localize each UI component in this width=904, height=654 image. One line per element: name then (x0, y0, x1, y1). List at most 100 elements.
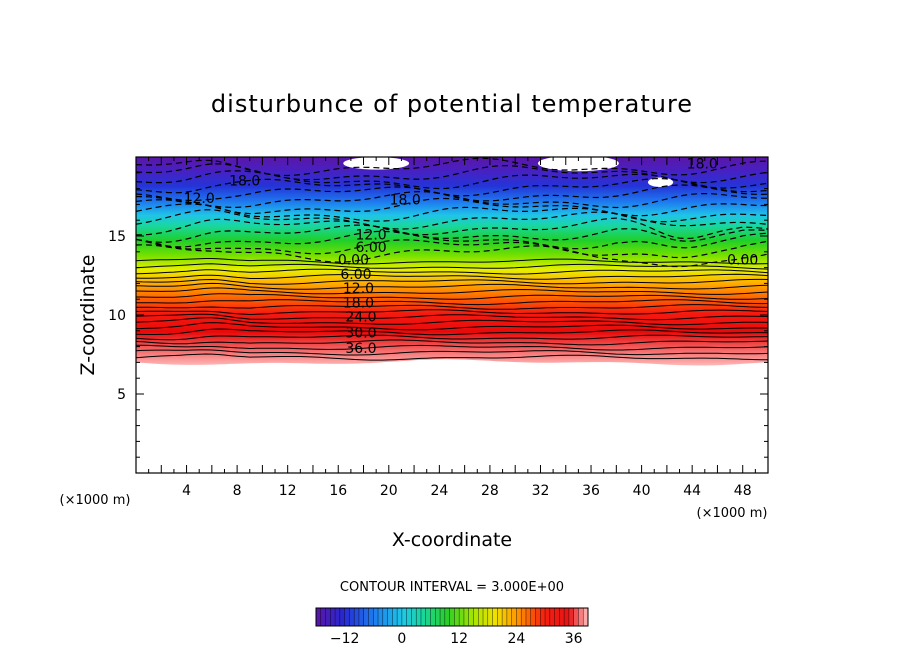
colorbar-bin (363, 608, 369, 626)
x-origin-unit-label: (×1000 m) (60, 493, 131, 508)
colorbar-bin (378, 608, 384, 626)
contour-label: 0.00 (727, 253, 758, 269)
colorbar-bin (339, 608, 345, 626)
positive-contour-line (136, 263, 768, 270)
positive-contour-line (136, 334, 768, 341)
positive-contour-line (136, 322, 768, 331)
contour-labels: 36.030.024.018.012.06.000.006.0012.00.00… (184, 156, 759, 357)
negative-contour-line (136, 163, 768, 184)
positive-contour-line (136, 317, 768, 326)
x-tick-label: 4 (182, 483, 191, 499)
colorbar-bin (316, 608, 322, 626)
colorbar-bin (502, 608, 508, 626)
positive-contour-line (136, 273, 768, 280)
positive-contour-line (136, 268, 768, 275)
positive-contour-line (136, 313, 768, 321)
colorbar-bin (459, 608, 465, 626)
positive-contour-line (136, 328, 768, 336)
negative-contour-line (136, 209, 768, 230)
x-tick-label: 20 (380, 483, 398, 499)
x-tick-label: 48 (734, 483, 752, 499)
white-patch (647, 177, 674, 188)
positive-contour-line (136, 339, 768, 346)
colorbar-bin (387, 608, 393, 626)
colorbar-frame (315, 607, 589, 627)
colorbar-bin (521, 608, 527, 626)
contour-lines (136, 157, 768, 361)
colorbar-bin (516, 608, 522, 626)
contour-label: 12.0 (343, 281, 374, 297)
chart-title: disturbunce of potential temperature (211, 90, 693, 118)
positive-contour-line (136, 293, 768, 300)
colorbar-tick-label: −12 (330, 631, 360, 647)
x-tick-label: 36 (582, 483, 600, 499)
negative-contour-line (136, 184, 768, 202)
colorbar-bin (497, 608, 503, 626)
x-tick-label: 12 (279, 483, 297, 499)
negative-contour-line (136, 244, 768, 268)
colorbar-tick-label: 0 (397, 631, 406, 647)
colorbar-bin (454, 608, 460, 626)
y-tick-label: 10 (108, 308, 126, 324)
colorbar-bin (535, 608, 541, 626)
colorbar-bin (325, 608, 331, 626)
colorbar-tick-label: 12 (450, 631, 468, 647)
y-axis-ticks: 5 10 15 (108, 172, 768, 458)
colorbar-bin (540, 608, 546, 626)
contour-label: 36.0 (345, 341, 376, 357)
colorbar-bin (330, 608, 336, 626)
contour-label: 30.0 (345, 325, 376, 341)
contour-interval-text: CONTOUR INTERVAL = 3.000E+00 (340, 580, 564, 595)
colorbar-bin (564, 608, 570, 626)
colorbar-bin (554, 608, 560, 626)
colorbar-bin (578, 608, 584, 626)
contour-label: 18.0 (343, 295, 374, 311)
colorbar-bin (397, 608, 403, 626)
colorbar-bin (468, 608, 474, 626)
colorbar-bin (335, 608, 341, 626)
negative-contour-line (136, 224, 768, 243)
colorbar-bin (435, 608, 441, 626)
colorbar-bin (559, 608, 565, 626)
colorbar-bin (549, 608, 555, 626)
plot-area: 36.030.024.018.012.06.000.006.0012.00.00… (136, 156, 768, 366)
x-tick-label: 24 (430, 483, 448, 499)
x-tick-label: 16 (329, 483, 347, 499)
positive-contour-line (136, 353, 768, 361)
colorbar-bin (401, 608, 407, 626)
contour-label: 12.0 (184, 191, 215, 207)
colorbar-bin (430, 608, 436, 626)
colorbar-bin (449, 608, 455, 626)
colorbar-bin (525, 608, 532, 626)
y-axis-title: Z-coordinate (77, 255, 99, 376)
positive-contour-line (136, 258, 768, 265)
colorbar-bin (573, 608, 579, 626)
white-patch (343, 157, 410, 170)
negative-contour-line (136, 197, 768, 217)
x-axis-title: X-coordinate (392, 529, 512, 551)
positive-contour-line (136, 309, 768, 316)
colorbar-tick-label: 36 (565, 631, 583, 647)
contour-label: 12.0 (356, 227, 387, 243)
contour-label: 18.0 (390, 193, 421, 209)
colorbar-bin (478, 608, 484, 626)
y-tick-label: 15 (108, 229, 126, 245)
contour-label: 24.0 (345, 310, 376, 326)
negative-contour-line (136, 190, 768, 209)
colorbar-bin (425, 608, 431, 626)
x-tick-label: 40 (633, 483, 651, 499)
positive-contour-line (136, 278, 768, 285)
colorbar-tick-labels: −12 0 12 24 36 (330, 631, 583, 647)
positive-contour-line (136, 304, 768, 310)
colorbar-bin (530, 608, 536, 626)
colorbar-bin (416, 608, 422, 626)
contour-label: 18.0 (687, 156, 718, 172)
x-tick-label: 28 (481, 483, 499, 499)
negative-contour-line (136, 157, 768, 177)
colorbar-bin (545, 608, 551, 626)
negative-contour-line (136, 238, 768, 259)
colorbar-bin (344, 608, 350, 626)
negative-contour-line (136, 177, 768, 197)
negative-contour-line (136, 230, 768, 250)
